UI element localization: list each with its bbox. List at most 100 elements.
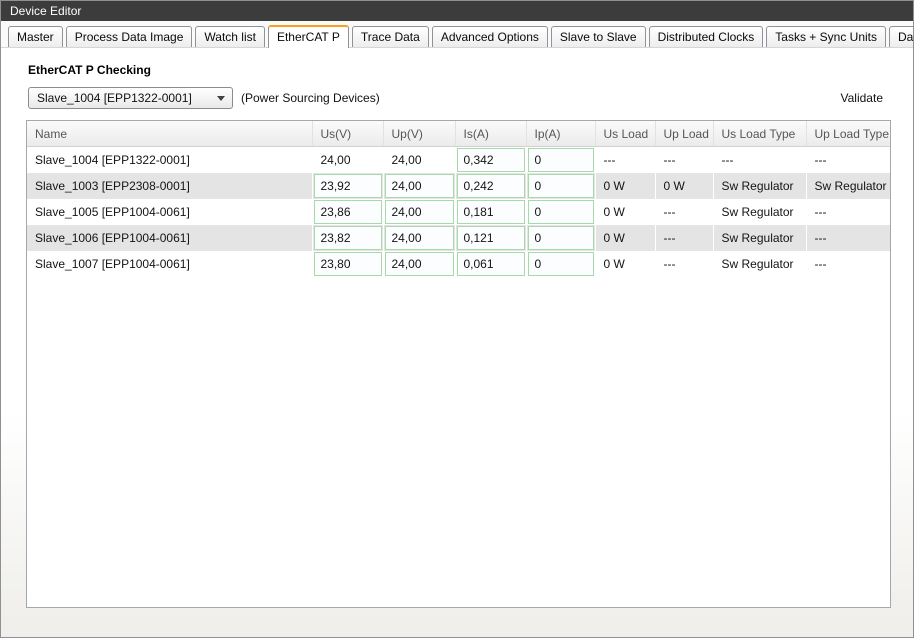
cell-us: 24,00	[312, 146, 384, 173]
cell-name: Slave_1004 [EPP1322-0001]	[27, 146, 313, 173]
cell-up: 24,00	[383, 199, 456, 225]
controls-row: Slave_1004 [EPP1322-0001] (Power Sourcin…	[28, 87, 883, 109]
tab-master[interactable]: Master	[8, 26, 63, 47]
cell-ip: 0	[526, 146, 596, 173]
cell-us_load_type: Sw Regulator	[713, 251, 807, 277]
editable-field-ip[interactable]: 0	[527, 226, 594, 250]
column-header-ip[interactable]: Ip(A)	[526, 121, 596, 147]
cell-us_load: 0 W	[595, 225, 656, 251]
table-row[interactable]: Slave_1003 [EPP2308-0001] 23,92 24,00 0,242…	[27, 173, 890, 199]
editable-field-ip[interactable]: 0	[527, 174, 594, 198]
tab-watch-list[interactable]: Watch list	[195, 26, 265, 47]
editable-field-us[interactable]: 23,92	[313, 174, 382, 198]
column-header-up_load[interactable]: Up Load	[655, 121, 714, 147]
table-row[interactable]: Slave_1007 [EPP1004-0061] 23,80 24,00 0,061…	[27, 251, 890, 277]
cell-name: Slave_1003 [EPP2308-0001]	[27, 173, 313, 199]
editable-field-is[interactable]: 0,242	[456, 174, 525, 198]
cell-up: 24,00	[383, 173, 456, 199]
column-header-is[interactable]: Is(A)	[455, 121, 527, 147]
tab-ethercat-p[interactable]: EtherCAT P	[267, 25, 349, 48]
cell-us_load: 0 W	[595, 199, 656, 225]
editable-field-is[interactable]: 0,342	[456, 148, 525, 172]
tab-tasks-sync-units[interactable]: Tasks + Sync Units	[766, 26, 886, 47]
cell-us: 23,92	[312, 173, 384, 199]
cell-up_load: ---	[655, 225, 714, 251]
cell-us: 23,82	[312, 225, 384, 251]
editable-field-ip[interactable]: 0	[527, 252, 594, 276]
table-header-row: Name Us(V) Up(V) Is(A) Ip(A) Us Load Up Load Us…	[27, 121, 890, 147]
column-header-up[interactable]: Up(V)	[383, 121, 456, 147]
cell-up: 24,00	[383, 225, 456, 251]
tab-distributed-clocks[interactable]: Distributed Clocks	[648, 26, 764, 47]
editable-field-up[interactable]: 24,00	[384, 200, 454, 224]
cell-up_load_type: ---	[814, 231, 827, 245]
cell-up_load_type: Sw Regulator	[814, 179, 887, 193]
cell-us_load_type: Sw Regulator	[713, 225, 807, 251]
ethercat-p-checking-table: Name Us(V) Up(V) Is(A) Ip(A) Us Load Up Load Us…	[27, 121, 890, 277]
cell-is: 0,121	[455, 225, 527, 251]
cell-up_load_type: ---	[814, 153, 827, 167]
cell-us_load_type: Sw Regulator	[713, 173, 807, 199]
tab-strip: Master Process Data Image Watch list EtherC…	[1, 21, 913, 48]
cell-is: 0,242	[455, 173, 527, 199]
tab-data-acquisition[interactable]: Data Acquisition	[889, 26, 913, 47]
cell-is: 0,342	[455, 146, 527, 173]
cell-name: Slave_1006 [EPP1004-0061]	[27, 225, 313, 251]
column-header-us_load_type[interactable]: Us Load Type	[713, 121, 807, 147]
cell-name: Slave_1005 [EPP1004-0061]	[27, 199, 313, 225]
editable-field-up[interactable]: 24,00	[384, 226, 454, 250]
table-row[interactable]: Slave_1006 [EPP1004-0061] 23,82 24,00 0,121…	[27, 225, 890, 251]
tab-trace-data[interactable]: Trace Data	[351, 26, 429, 47]
cell-is: 0,061	[455, 251, 527, 277]
tab-advanced-options[interactable]: Advanced Options	[431, 26, 548, 47]
cell-us_load: 0 W	[595, 173, 656, 199]
cell-up_load: ---	[655, 146, 714, 173]
editable-field-ip[interactable]: 0	[527, 200, 594, 224]
cell-is: 0,181	[455, 199, 527, 225]
cell-us_load_type: Sw Regulator	[713, 199, 807, 225]
table-row[interactable]: Slave_1005 [EPP1004-0061] 23,86 24,00 0,181…	[27, 199, 890, 225]
editable-field-is[interactable]: 0,121	[456, 226, 525, 250]
cell-us: 23,80	[312, 251, 384, 277]
cell-us_load: ---	[595, 146, 656, 173]
section-heading: EtherCAT P Checking	[28, 63, 151, 77]
column-header-name[interactable]: Name	[27, 121, 313, 147]
cell-ip: 0	[526, 225, 596, 251]
validate-button[interactable]: Validate	[840, 91, 883, 105]
cell-up: 24,00	[383, 146, 456, 173]
cell-up_load: ---	[655, 199, 714, 225]
cell-up_load_type: ---	[814, 205, 827, 219]
editable-field-up[interactable]: 24,00	[384, 174, 454, 198]
cell-us_load_type: ---	[713, 146, 807, 173]
window-title: Device Editor	[10, 4, 82, 18]
editable-field-us[interactable]: 23,82	[313, 226, 382, 250]
checking-table-panel: Name Us(V) Up(V) Is(A) Ip(A) Us Load Up Load Us…	[26, 120, 891, 608]
cell-ip: 0	[526, 251, 596, 277]
tab-slave-to-slave[interactable]: Slave to Slave	[550, 26, 646, 47]
editable-field-is[interactable]: 0,181	[456, 200, 525, 224]
table-row[interactable]: Slave_1004 [EPP1322-0001] 24,00 24,00 0,342…	[27, 146, 890, 173]
cell-up: 24,00	[383, 251, 456, 277]
column-header-us_load[interactable]: Us Load	[595, 121, 656, 147]
chevron-down-icon	[217, 95, 225, 101]
cell-up_load: 0 W	[655, 173, 714, 199]
cell-name: Slave_1007 [EPP1004-0061]	[27, 251, 313, 277]
editable-field-us[interactable]: 23,80	[313, 252, 382, 276]
titlebar: Device Editor	[1, 1, 913, 21]
tab-process-data-image[interactable]: Process Data Image	[65, 26, 193, 47]
power-sourcing-device-select[interactable]: Slave_1004 [EPP1322-0001]	[28, 87, 233, 109]
column-header-up_load_type[interactable]: Up Load Type	[806, 121, 890, 147]
editable-field-is[interactable]: 0,061	[456, 252, 525, 276]
editable-field-us[interactable]: 23,86	[313, 200, 382, 224]
cell-us: 23,86	[312, 199, 384, 225]
cell-up_load_type: ---	[814, 257, 827, 271]
cell-up_load: ---	[655, 251, 714, 277]
column-header-us[interactable]: Us(V)	[312, 121, 384, 147]
editable-field-up[interactable]: 24,00	[384, 252, 454, 276]
editable-field-ip[interactable]: 0	[527, 148, 594, 172]
cell-ip: 0	[526, 199, 596, 225]
cell-us_load: 0 W	[595, 251, 656, 277]
cell-ip: 0	[526, 173, 596, 199]
selector-caption: (Power Sourcing Devices)	[241, 91, 380, 105]
